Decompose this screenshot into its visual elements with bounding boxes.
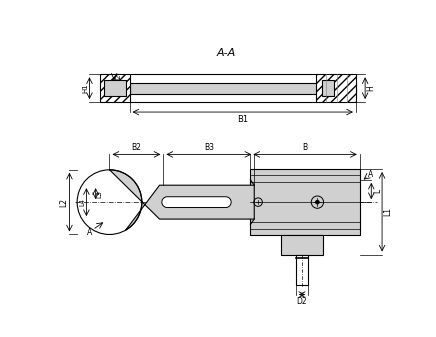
Text: A: A	[87, 228, 92, 237]
Text: L3: L3	[97, 190, 103, 197]
Text: H: H	[367, 85, 376, 91]
Polygon shape	[322, 81, 334, 96]
Polygon shape	[316, 74, 356, 102]
Text: D2: D2	[296, 297, 307, 306]
Text: L2: L2	[59, 197, 68, 207]
Text: B1: B1	[237, 115, 248, 124]
Polygon shape	[162, 197, 231, 208]
Text: A: A	[368, 170, 373, 179]
Circle shape	[316, 200, 319, 204]
Text: B2: B2	[132, 143, 141, 152]
Polygon shape	[129, 83, 356, 94]
Polygon shape	[104, 81, 126, 96]
Text: H1: H1	[82, 83, 88, 93]
Polygon shape	[281, 235, 323, 254]
Text: L1: L1	[384, 207, 392, 216]
Text: H2: H2	[115, 74, 121, 83]
Text: L: L	[373, 189, 382, 193]
Polygon shape	[296, 254, 308, 285]
Polygon shape	[250, 169, 360, 235]
Text: A-A: A-A	[217, 48, 236, 58]
Text: B: B	[303, 143, 308, 152]
Polygon shape	[109, 170, 254, 230]
Text: B3: B3	[204, 143, 214, 152]
Text: L4: L4	[80, 198, 85, 206]
Polygon shape	[100, 74, 129, 102]
